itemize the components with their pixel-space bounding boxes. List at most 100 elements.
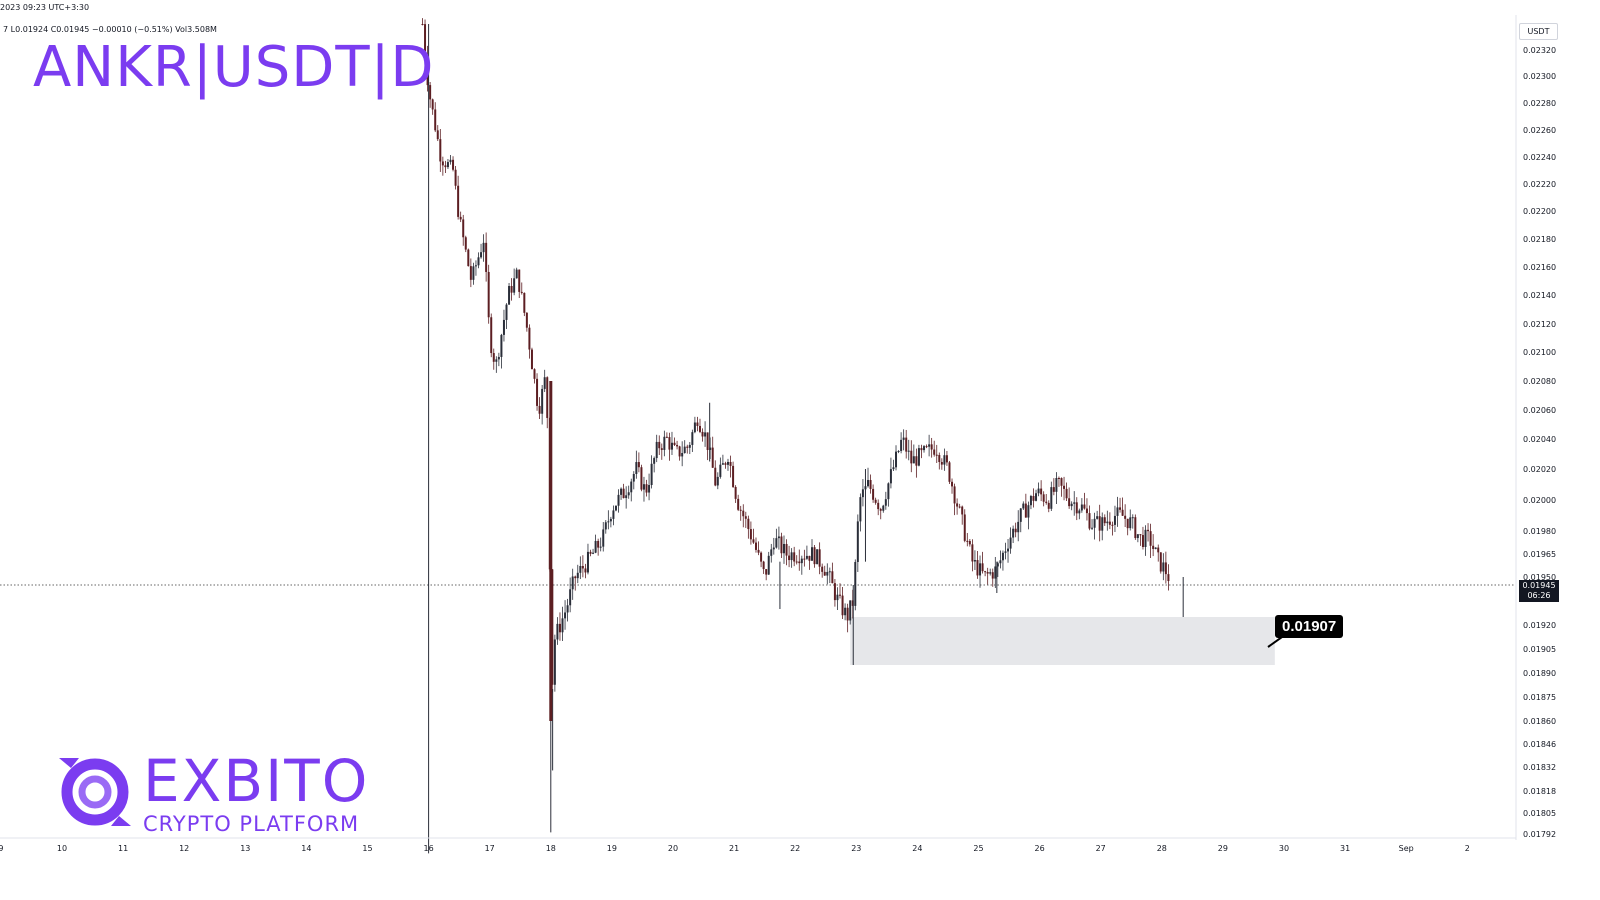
candle-body (991, 572, 994, 579)
x-tick-label: 18 (546, 844, 556, 853)
y-tick-label: 0.01805 (1523, 809, 1556, 818)
candle-body (536, 378, 539, 406)
candle-body (1152, 545, 1155, 549)
candle-body (798, 561, 801, 564)
candle-body (480, 252, 483, 258)
candle-body (1131, 517, 1134, 519)
candle-body (874, 499, 877, 503)
candle-body (747, 518, 750, 530)
ohlc-time: 2023 09:23 UTC+3:30 (0, 3, 90, 12)
candle-body (1157, 547, 1160, 553)
y-tick-label: 0.01965 (1523, 550, 1556, 559)
candle-body (630, 481, 633, 493)
candle-body (635, 462, 638, 474)
candle-body (444, 165, 447, 168)
candle-body (905, 437, 908, 452)
y-tick-label: 0.01950 (1523, 573, 1556, 582)
candle-body (780, 536, 783, 554)
candle-body (658, 441, 661, 449)
x-tick-label: 13 (240, 844, 250, 853)
candle-body (943, 455, 946, 465)
x-tick-label: 26 (1035, 844, 1045, 853)
candle-body (467, 249, 470, 267)
y-tick-label: 0.02060 (1523, 406, 1556, 415)
candle-body (1035, 493, 1038, 501)
candle-body (933, 449, 936, 455)
candle-body (938, 454, 941, 463)
candle-body (1009, 537, 1012, 549)
y-tick-label: 0.02080 (1523, 377, 1556, 386)
candle-body (1147, 529, 1150, 532)
candle-body (574, 576, 577, 579)
candle-body (889, 469, 892, 484)
candle-body (640, 467, 643, 490)
candle-body (681, 453, 684, 457)
candle-body (528, 327, 531, 350)
candle-body (627, 492, 630, 496)
candle-body (1045, 501, 1048, 503)
x-tick-label: 2 (1465, 844, 1470, 853)
x-tick-label: 12 (179, 844, 189, 853)
candle-body (1096, 516, 1099, 519)
candle-body (594, 540, 597, 553)
candle-body (971, 544, 974, 562)
candle-body (551, 569, 554, 685)
candle-body (1144, 529, 1147, 547)
candle-body (1017, 521, 1020, 533)
candle-body (844, 607, 847, 616)
candle-body (589, 551, 592, 554)
candle-body (1159, 552, 1162, 572)
candle-body (502, 319, 505, 335)
currency-label[interactable]: USDT (1519, 23, 1558, 40)
candle-body (739, 509, 742, 511)
candle-body (1108, 521, 1111, 525)
candle-body (673, 442, 676, 445)
candle-body (1162, 562, 1165, 572)
exbito-logo-icon (59, 758, 131, 826)
candle-body (1047, 502, 1050, 509)
candle-body (711, 447, 714, 468)
candle-body (897, 450, 900, 452)
candle-body (945, 455, 948, 463)
candle-body (1024, 503, 1027, 518)
candle-body (910, 450, 913, 464)
candle-body (793, 552, 796, 562)
candle-body (485, 242, 488, 272)
candle-body (515, 269, 518, 279)
candle-body (1073, 502, 1076, 504)
y-tick-label: 0.01980 (1523, 527, 1556, 536)
candle-body (678, 446, 681, 457)
candle-body (688, 444, 691, 448)
candle-body (571, 576, 574, 590)
candle-body (805, 555, 808, 559)
candle-body (558, 623, 561, 633)
candle-body (816, 549, 819, 565)
candle-body (566, 605, 569, 613)
candle-body (648, 485, 651, 493)
candle-body (907, 450, 910, 452)
candle-body (665, 436, 668, 438)
candle-body (785, 543, 788, 556)
candle-body (625, 495, 628, 499)
candle-body (749, 529, 752, 540)
candle-body (709, 447, 712, 450)
x-tick-label: 14 (301, 844, 311, 853)
y-tick-label: 0.02140 (1523, 291, 1556, 300)
candle-body (981, 563, 984, 572)
candle-body (530, 349, 533, 370)
candle-body (948, 462, 951, 482)
candle-body (508, 286, 511, 305)
candle-body (597, 540, 600, 548)
y-tick-label: 0.02100 (1523, 348, 1556, 357)
candle-body (584, 568, 587, 573)
candle-body (999, 560, 1002, 564)
candle-body (469, 266, 472, 280)
y-tick-label: 0.01792 (1523, 830, 1556, 839)
x-tick-label: 21 (729, 844, 739, 853)
candle-body (1091, 527, 1094, 529)
candle-body (492, 353, 495, 362)
candle-body (691, 432, 694, 445)
candle-body (1040, 488, 1043, 495)
candle-body (556, 623, 559, 640)
